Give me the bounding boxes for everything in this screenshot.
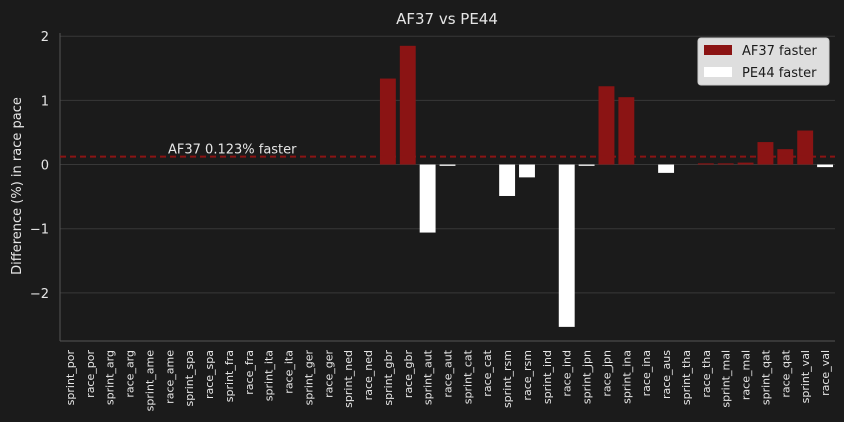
bar-race_rsm [519,164,535,178]
bar-sprint_rsm [499,164,516,196]
legend-label-pe44: PE44 faster [742,66,817,81]
bar-race_ind [558,164,575,327]
bar-sprint_aut [419,164,436,233]
x-tick-label: race_ame [163,350,176,404]
bar-race_aus [658,164,675,173]
y-tick-label: 2 [41,30,49,45]
bar-race_gbr [399,45,416,165]
x-tick-label: sprint_tha [680,350,693,405]
x-tick-label: sprint_val [799,350,812,403]
x-tick-label: race_aut [442,349,455,397]
bar-race_jpn [598,86,615,165]
x-tick-label: race_cat [481,349,494,396]
bar-sprint_jpn [578,164,595,166]
x-ticks: sprint_por race_por sprint_arg race_arg spri… [64,349,832,411]
x-tick-label: race_jpn [600,350,613,397]
x-tick-label: race_ned [362,350,375,400]
legend-label-af37: AF37 faster [742,44,817,59]
bar-sprint_qat [757,142,774,165]
x-tick-label: sprint_ned [342,350,355,408]
x-tick-label: race_qat [779,349,792,397]
legend: AF37 faster PE44 faster [697,37,830,86]
y-ticks: −2 −1 0 1 2 [30,30,49,302]
bar-race_val [817,164,834,168]
x-tick-label: race_aus [660,350,673,399]
legend-swatch-pe44 [704,67,732,77]
x-tick-label: sprint_arg [104,350,117,405]
bar-race_mal [737,162,754,165]
x-tick-label: sprint_por [64,350,77,406]
y-axis-label: Difference (%) in race pace [10,97,25,275]
x-tick-label: sprint_cat [461,349,474,404]
x-tick-label: race_ind [561,350,574,397]
x-tick-label: race_fra [243,350,256,395]
x-tick-label: race_rsm [521,350,534,401]
x-tick-label: sprint_jpn [581,350,594,404]
bar-race_aut [439,164,456,166]
x-tick-label: race_arg [124,350,137,398]
x-tick-label: race_val [819,350,832,396]
bar-sprint_mal [717,163,734,165]
x-tick-label: sprint_mal [720,350,733,408]
axes [59,33,835,342]
mean-line-label: AF37 0.123% faster [168,143,297,158]
x-tick-label: sprint_spa [183,350,196,407]
x-tick-label: race_mal [740,350,753,400]
x-tick-label: sprint_ita [263,350,276,401]
x-tick-label: sprint_fra [223,350,236,402]
chart-title: AF37 vs PE44 [396,10,498,28]
mean-line-group: AF37 0.123% faster [60,143,835,158]
x-tick-label: sprint_aut [422,349,435,405]
x-tick-label: sprint_ger [302,350,315,406]
x-tick-label: race_por [84,350,97,398]
bar-sprint_val [797,130,814,165]
x-tick-label: race_ger [322,350,335,398]
y-tick-label: 0 [41,159,49,174]
x-tick-label: sprint_gbr [382,350,395,406]
bar-sprint_ina [618,97,635,165]
x-tick-label: race_gbr [402,350,415,399]
x-tick-label: race_tha [700,350,713,398]
x-tick-label: sprint_rsm [501,350,514,408]
x-tick-label: race_ina [640,350,653,396]
x-tick-label: race_ita [283,350,296,394]
bar-sprint_gbr [379,78,396,165]
y-tick-label: −1 [30,223,49,238]
bars [379,45,834,327]
x-tick-label: sprint_ina [620,350,633,404]
legend-swatch-af37 [704,45,732,55]
x-tick-label: sprint_ind [541,350,554,404]
x-tick-label: sprint_qat [759,349,772,405]
x-tick-label: sprint_ame [143,350,156,412]
x-tick-label: race_spa [203,350,216,399]
y-tick-label: −2 [30,287,49,302]
y-tick-label: 1 [41,94,49,109]
bar-race_tha [697,163,714,165]
